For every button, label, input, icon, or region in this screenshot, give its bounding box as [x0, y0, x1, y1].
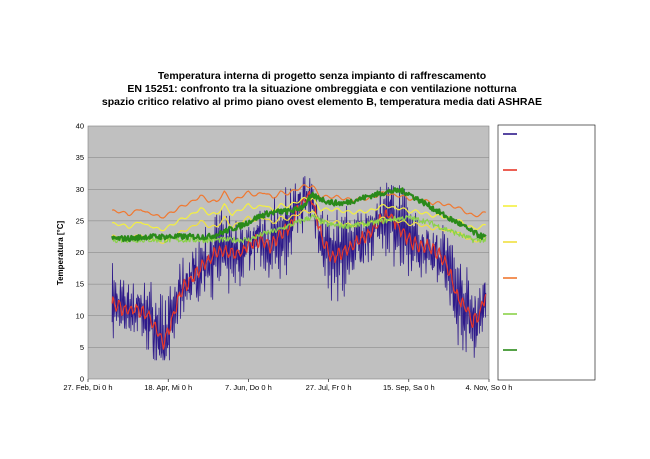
y-tick-label: 10 — [76, 311, 84, 320]
legend — [503, 133, 517, 351]
series-line-1 — [111, 176, 487, 361]
series-line-7 — [111, 187, 487, 243]
x-axis-ticks: 27. Feb, Di 0 h 18. Apr, Mi 0 h 7. Jun, Do… — [63, 379, 512, 392]
y-tick-label: 5 — [80, 343, 84, 352]
x-tick-label: 15. Sep, Sa 0 h — [383, 383, 435, 392]
y-axis-title: Temperatura [°C] — [56, 220, 65, 285]
y-axis-ticks: 0 5 10 15 20 25 30 35 40 — [76, 122, 84, 384]
y-tick-label: 20 — [76, 248, 84, 257]
x-tick-label: 18. Apr, Mi 0 h — [144, 383, 192, 392]
chart-title-line-1: Temperatura interna di progetto senza im… — [158, 70, 486, 82]
y-tick-label: 15 — [76, 280, 84, 289]
legend-box — [497, 124, 596, 381]
y-tick-label: 30 — [76, 185, 84, 194]
chart-title-line-2: EN 15251: confronto tra la situazione om… — [127, 83, 516, 95]
x-tick-label: 4. Nov, So 0 h — [466, 383, 513, 392]
x-tick-label: 27. Feb, Di 0 h — [63, 383, 112, 392]
series-group — [111, 176, 487, 361]
x-tick-label: 7. Jun, Do 0 h — [225, 383, 272, 392]
y-tick-label: 40 — [76, 122, 84, 131]
y-tick-label: 25 — [76, 216, 84, 225]
y-tick-label: 35 — [76, 153, 84, 162]
x-tick-label: 27. Jul, Fr 0 h — [306, 383, 352, 392]
chart-title-line-3: spazio critico relativo al primo piano o… — [102, 96, 542, 108]
y-tick-label: 0 — [80, 375, 84, 384]
series-line-3 — [111, 196, 486, 232]
